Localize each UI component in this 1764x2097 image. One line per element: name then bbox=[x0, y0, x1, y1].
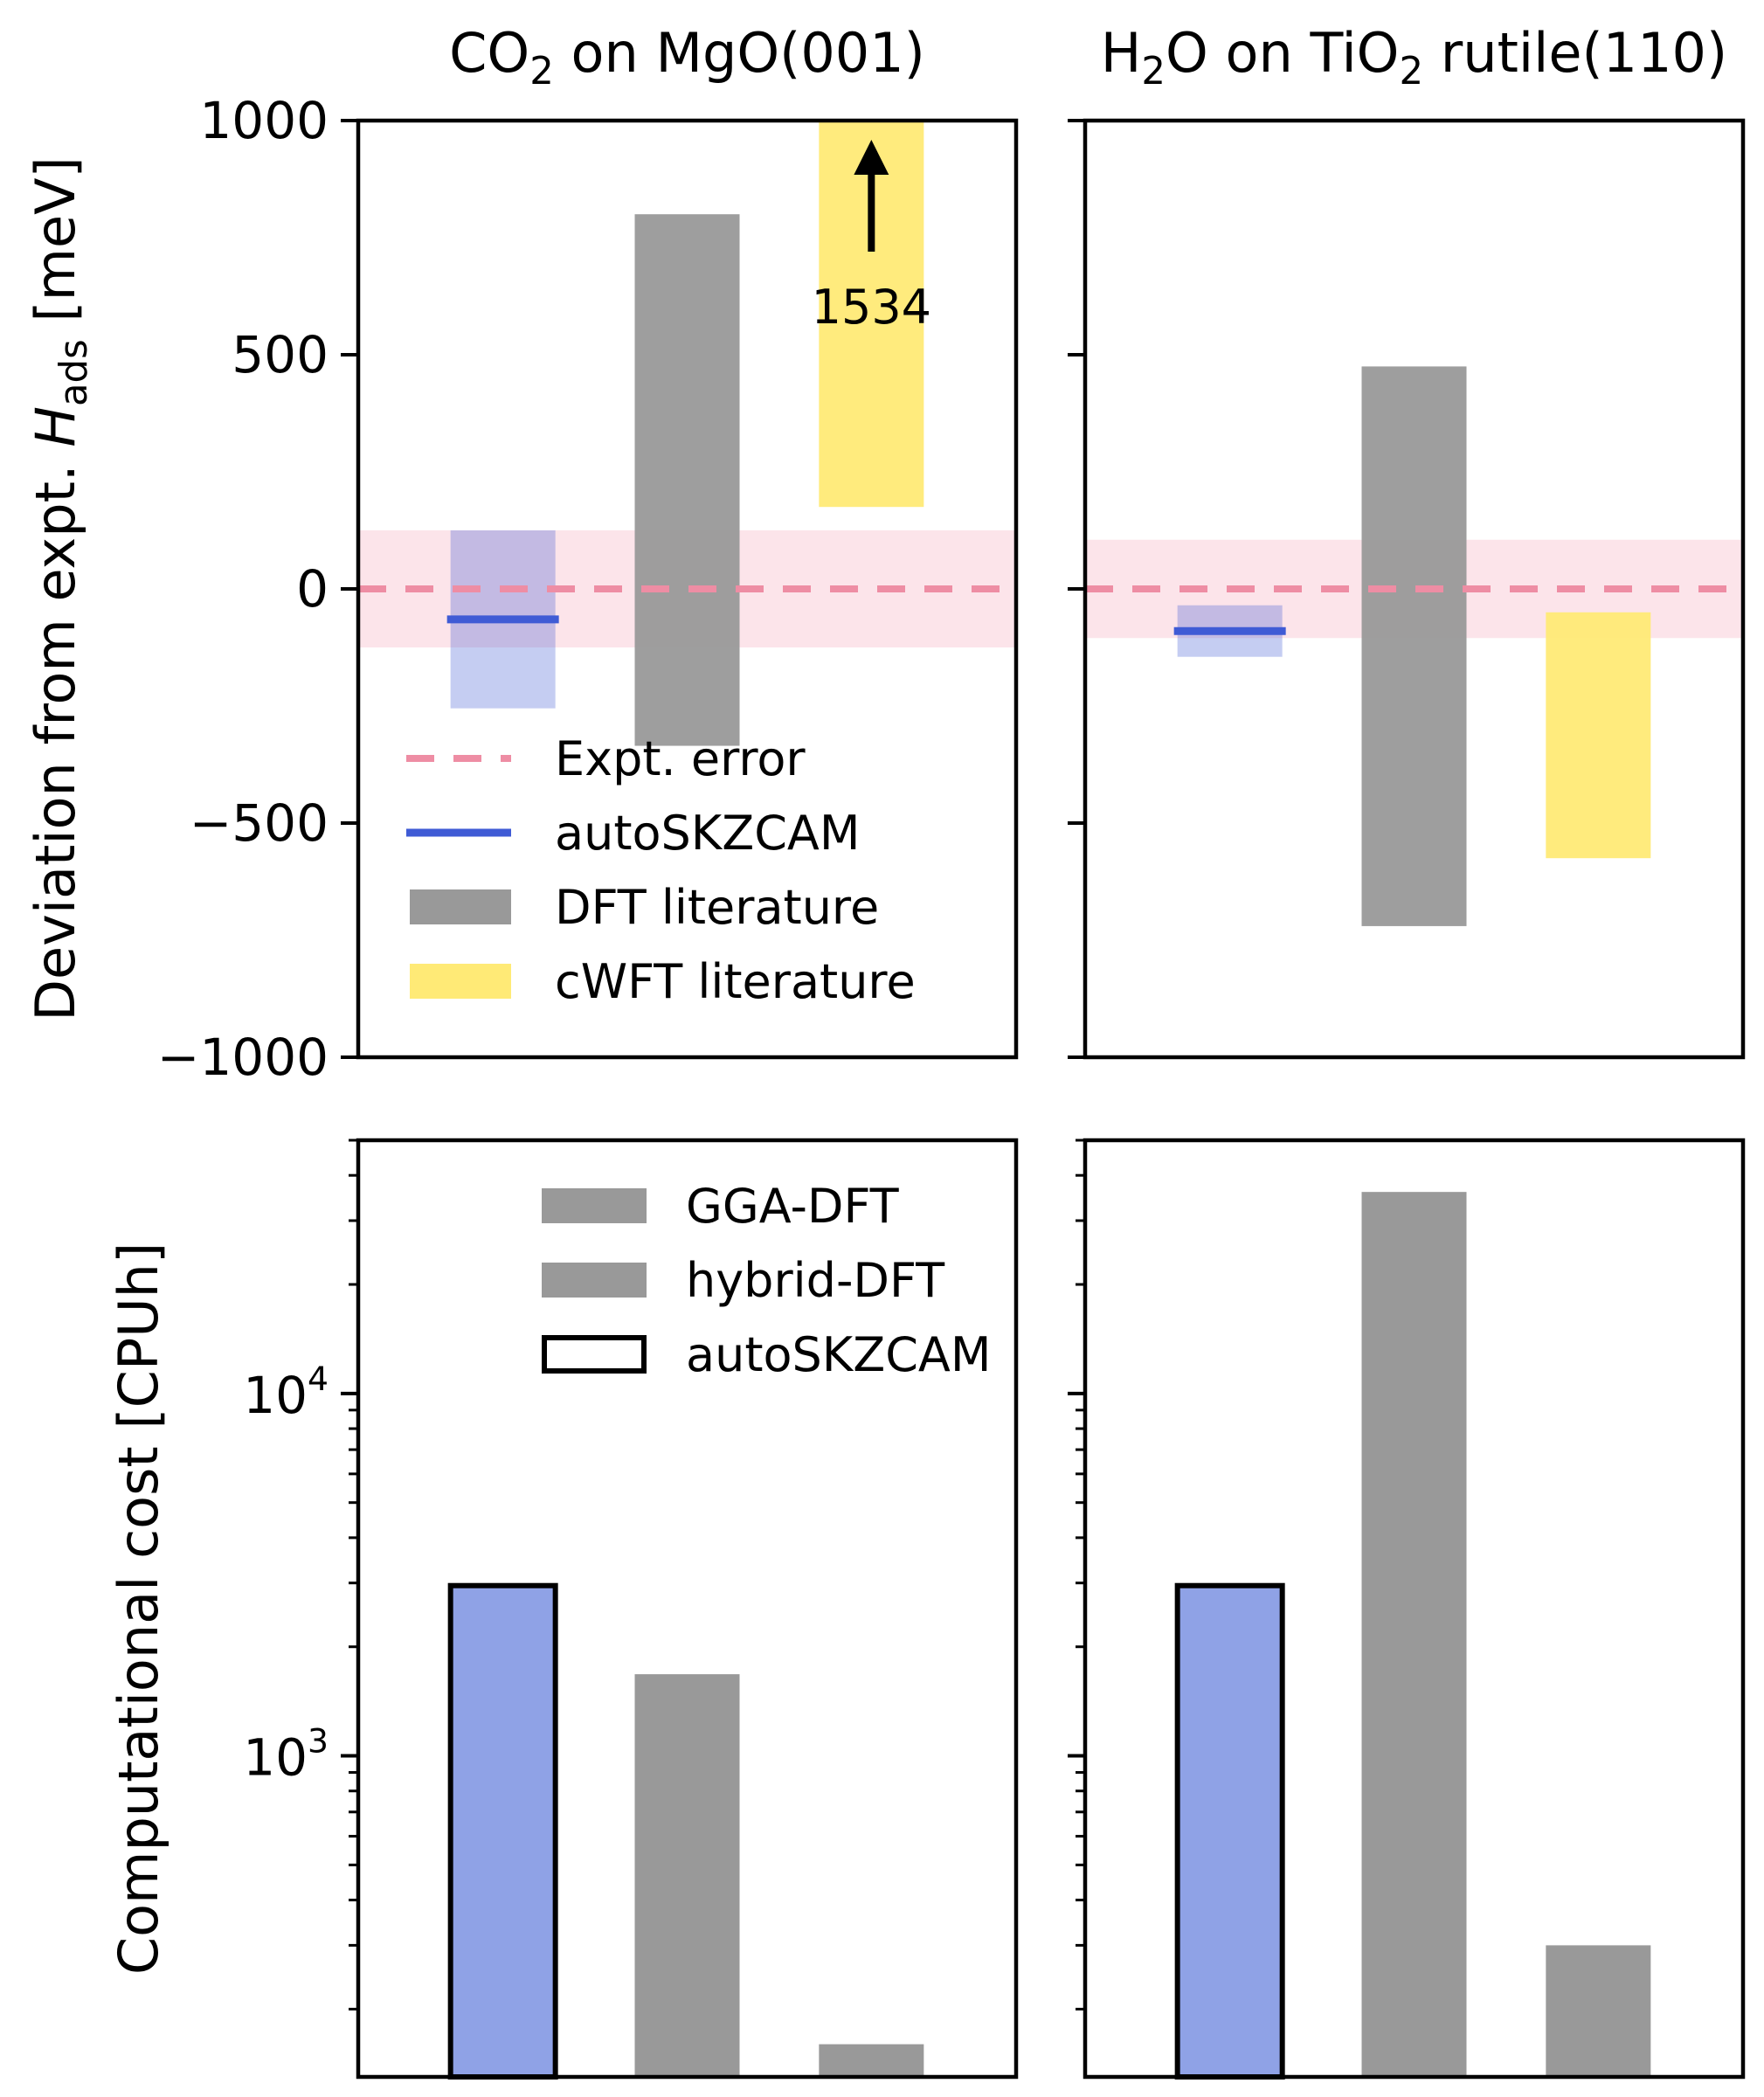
deviation-panel-right: H2O on TiO2 rutile(110) bbox=[1068, 21, 1746, 1060]
dft-literature-bar bbox=[634, 214, 740, 746]
legend-gray-swatch bbox=[410, 889, 511, 924]
dft-literature-bar bbox=[1361, 366, 1467, 926]
hybrid-dft-cost-bar bbox=[1361, 1192, 1467, 2077]
panel-title: H2O on TiO2 rutile(110) bbox=[1101, 21, 1727, 93]
hybrid-dft-cost-bar bbox=[634, 1674, 740, 2077]
y-tick-label: 500 bbox=[232, 325, 329, 384]
legend-label: hybrid-DFT bbox=[686, 1253, 945, 1308]
gga-dft-cost-bar bbox=[1546, 1945, 1651, 2077]
gga-dft-cost-bar bbox=[819, 2044, 924, 2077]
legend-label: autoSKZCAM bbox=[686, 1327, 991, 1382]
legend-label: GGA-DFT bbox=[686, 1179, 900, 1234]
cwft-literature-bar bbox=[1546, 612, 1651, 859]
legend: GGA-DFT hybrid-DFT autoSKZCAM bbox=[542, 1179, 991, 1382]
y-tick-label: 103 bbox=[243, 1722, 329, 1788]
autoskzcam-cost-bar bbox=[447, 1582, 558, 2080]
axes-frame bbox=[1083, 1138, 1746, 2080]
cost-panel-right bbox=[1068, 1138, 1746, 2080]
axes-frame bbox=[356, 1138, 1019, 2080]
y-tick-label: 104 bbox=[243, 1360, 329, 1425]
legend-gray-swatch bbox=[542, 1263, 647, 1298]
y-tick-label: −500 bbox=[190, 793, 329, 853]
y-axis-title: Computational cost [CPUh] bbox=[107, 1242, 170, 1975]
autoskzcam-cost-bar bbox=[1174, 1582, 1285, 2080]
y-tick-label: −1000 bbox=[157, 1028, 329, 1087]
legend-label: Expt. error bbox=[555, 731, 806, 786]
deviation-panel-left: 1534 1000 500 0 −500 −1000 CO2 on MgO(001) Devi… bbox=[24, 21, 1019, 1087]
legend-yellow-swatch bbox=[410, 964, 511, 999]
offscale-value-label: 1534 bbox=[812, 280, 931, 335]
y-tick-label: 0 bbox=[296, 559, 329, 619]
legend-label: DFT literature bbox=[555, 880, 879, 935]
cost-panel-left: 103 104 Computational cost [CPUh] GGA-DFT hy… bbox=[107, 1138, 1019, 2080]
legend: Expt. error autoSKZCAM DFT literature cWFT … bbox=[406, 731, 916, 1009]
legend-gray-swatch bbox=[542, 1188, 647, 1223]
up-arrow-icon bbox=[854, 140, 889, 175]
legend-label: autoSKZCAM bbox=[555, 806, 860, 861]
y-tick-label: 1000 bbox=[199, 91, 329, 150]
legend-label: cWFT literature bbox=[555, 954, 916, 1009]
y-axis-title: Deviation from expt. Hads [meV] bbox=[24, 156, 96, 1021]
legend-outline-swatch bbox=[542, 1335, 647, 1374]
panel-title: CO2 on MgO(001) bbox=[449, 21, 925, 93]
